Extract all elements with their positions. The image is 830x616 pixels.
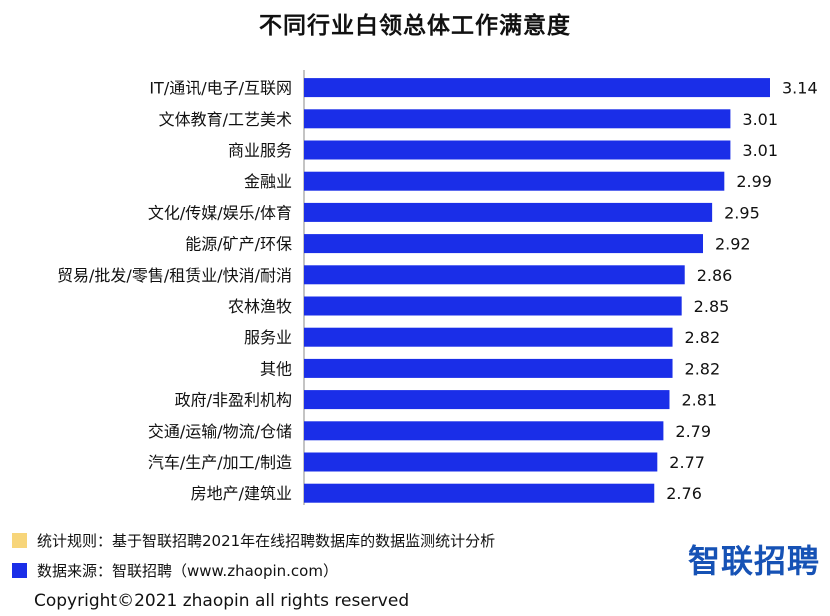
category-label: 能源/矿产/环保 [185, 235, 292, 254]
category-label: 汽车/生产/加工/制造 [148, 453, 292, 472]
category-label: 贸易/批发/零售/租赁业/快消/耐消 [57, 266, 292, 285]
category-label: 金融业 [244, 172, 292, 191]
bar [304, 358, 673, 378]
bar [304, 140, 731, 160]
value-label: 3.14 [782, 79, 818, 98]
chart-title: 不同行业白领总体工作满意度 [259, 13, 571, 39]
bars-group: IT/通讯/电子/互联网 3.14 文体教育/工艺美术 3.01 商业服务 3.01 金融业… [57, 78, 818, 503]
category-label: 房地产/建筑业 [191, 484, 292, 503]
value-label: 2.82 [685, 328, 721, 347]
value-label: 2.81 [681, 391, 717, 410]
bar [304, 265, 685, 285]
category-label: IT/通讯/电子/互联网 [149, 79, 292, 98]
value-label: 2.82 [685, 359, 721, 378]
value-label: 2.76 [666, 484, 702, 503]
zhaopin-logo: 智联招聘 [687, 542, 820, 580]
value-label: 2.86 [697, 266, 733, 285]
value-label: 2.95 [724, 203, 760, 222]
bar [304, 171, 725, 191]
category-label: 文化/传媒/娱乐/体育 [148, 203, 292, 222]
bar [304, 234, 703, 254]
bar [304, 327, 673, 347]
value-label: 3.01 [742, 141, 778, 160]
copyright-text: Copyright©2021 zhaopin all rights reserv… [34, 591, 410, 611]
category-label: 政府/非盈利机构 [175, 391, 292, 410]
category-label: 服务业 [244, 328, 292, 347]
bar [304, 78, 770, 98]
value-label: 2.92 [715, 235, 751, 254]
legend-rule: 统计规则：基于智联招聘2021年在线招聘数据库的数据监测统计分析 [12, 530, 495, 551]
legend-source-swatch [12, 563, 27, 578]
bar [304, 483, 655, 503]
category-label: 交通/运输/物流/仓储 [148, 422, 292, 441]
legend-rule-text: 统计规则：基于智联招聘2021年在线招聘数据库的数据监测统计分析 [37, 532, 496, 550]
bar [304, 109, 731, 129]
legend-source: 数据来源：智联招聘（www.zhaopin.com） [12, 560, 338, 581]
bar [304, 202, 713, 222]
bar [304, 296, 682, 316]
category-label: 商业服务 [228, 141, 292, 160]
bar [304, 452, 658, 472]
category-label: 农林渔牧 [228, 297, 292, 316]
value-label: 2.99 [736, 172, 772, 191]
bar [304, 390, 670, 410]
category-label: 其他 [260, 359, 292, 378]
value-label: 2.79 [675, 422, 711, 441]
legend-rule-swatch [12, 533, 27, 548]
bar [304, 421, 664, 441]
category-label: 文体教育/工艺美术 [159, 110, 292, 129]
bar-chart: IT/通讯/电子/互联网 3.14 文体教育/工艺美术 3.01 商业服务 3.01 金融业… [57, 70, 818, 505]
value-label: 2.77 [669, 453, 705, 472]
legend-source-text: 数据来源：智联招聘（www.zhaopin.com） [37, 562, 338, 580]
value-label: 2.85 [694, 297, 730, 316]
value-label: 3.01 [742, 110, 778, 129]
